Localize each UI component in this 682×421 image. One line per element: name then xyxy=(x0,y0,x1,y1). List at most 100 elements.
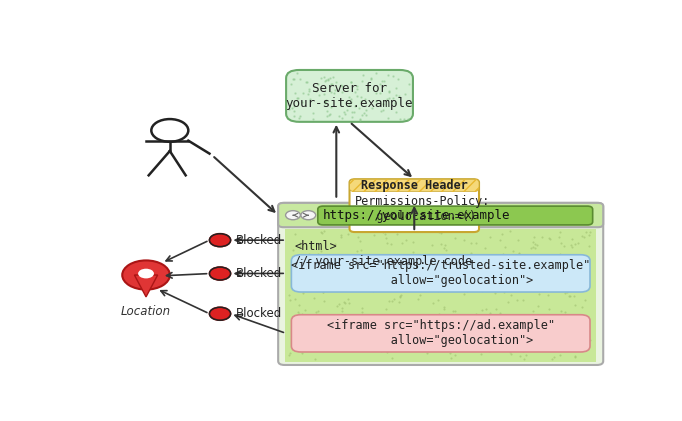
Point xyxy=(391,231,402,238)
Point xyxy=(485,309,496,316)
Point xyxy=(368,274,379,280)
Point xyxy=(505,228,516,235)
Point xyxy=(351,346,361,353)
Point xyxy=(465,342,476,349)
Point xyxy=(331,79,342,85)
Point xyxy=(390,100,401,107)
Point xyxy=(331,303,342,309)
Point xyxy=(452,340,463,347)
Point xyxy=(336,234,346,240)
Point xyxy=(559,268,570,274)
Point xyxy=(513,250,524,257)
Point xyxy=(294,301,305,308)
Point xyxy=(532,303,543,310)
Text: Location: Location xyxy=(121,305,171,318)
Point xyxy=(456,273,467,280)
Point xyxy=(321,96,331,103)
Point xyxy=(540,327,551,334)
Point xyxy=(330,87,341,93)
Point xyxy=(462,333,473,339)
Point xyxy=(315,229,326,236)
Point xyxy=(526,342,537,349)
Point xyxy=(557,333,568,340)
Point xyxy=(553,234,564,240)
Point xyxy=(553,332,564,338)
Point xyxy=(399,91,410,97)
Point xyxy=(376,78,387,85)
Point xyxy=(441,326,451,333)
Point xyxy=(504,270,515,277)
Point xyxy=(293,95,304,101)
Point xyxy=(341,107,352,113)
Point xyxy=(570,257,581,264)
Point xyxy=(447,313,458,320)
Point xyxy=(550,312,561,319)
Point xyxy=(560,309,571,315)
Point xyxy=(491,265,502,272)
Point xyxy=(358,109,369,116)
Point xyxy=(489,290,500,297)
Point xyxy=(500,243,511,250)
Point xyxy=(367,105,378,112)
Point xyxy=(356,304,367,311)
Point xyxy=(325,89,336,96)
Point xyxy=(313,81,324,88)
Point xyxy=(448,308,459,315)
Point xyxy=(371,89,382,96)
Point xyxy=(529,334,540,341)
Point xyxy=(370,69,381,76)
Point xyxy=(568,320,579,327)
Point xyxy=(520,352,531,358)
Point xyxy=(532,347,543,354)
Point xyxy=(513,237,524,244)
Point xyxy=(311,340,322,347)
Point xyxy=(561,289,572,296)
Point xyxy=(313,330,324,337)
Point xyxy=(365,76,376,83)
Point xyxy=(471,240,481,247)
Point xyxy=(368,281,379,288)
Point xyxy=(574,315,584,322)
Point xyxy=(382,72,393,79)
Point xyxy=(495,310,506,317)
Point xyxy=(555,229,566,235)
Point xyxy=(434,327,445,334)
Point xyxy=(372,346,383,352)
Point xyxy=(500,276,511,283)
Point xyxy=(357,309,368,316)
Point xyxy=(358,336,369,342)
Point xyxy=(353,104,364,111)
Point xyxy=(350,102,361,109)
Point xyxy=(368,288,379,294)
Point xyxy=(473,276,484,282)
Point xyxy=(395,265,406,272)
Point xyxy=(572,344,583,350)
Point xyxy=(377,106,388,113)
Point xyxy=(293,308,303,315)
Point xyxy=(391,109,402,115)
Point xyxy=(398,116,409,123)
Point xyxy=(392,325,403,332)
Point xyxy=(323,111,334,118)
Point xyxy=(395,294,406,301)
Point xyxy=(386,354,397,361)
Point xyxy=(409,281,419,288)
Point xyxy=(320,99,331,106)
Point xyxy=(469,253,480,260)
Point xyxy=(292,95,303,101)
Point xyxy=(386,240,397,247)
Point xyxy=(477,287,488,294)
Point xyxy=(380,337,391,344)
Point xyxy=(567,244,578,250)
Point xyxy=(295,243,306,250)
Point xyxy=(318,267,329,274)
Point xyxy=(365,268,376,275)
Point xyxy=(505,351,516,357)
Point xyxy=(459,236,470,243)
Point xyxy=(436,341,447,348)
Point xyxy=(394,298,404,305)
Point xyxy=(476,339,487,346)
Point xyxy=(292,266,303,273)
Point xyxy=(512,266,522,273)
Point xyxy=(450,235,461,242)
